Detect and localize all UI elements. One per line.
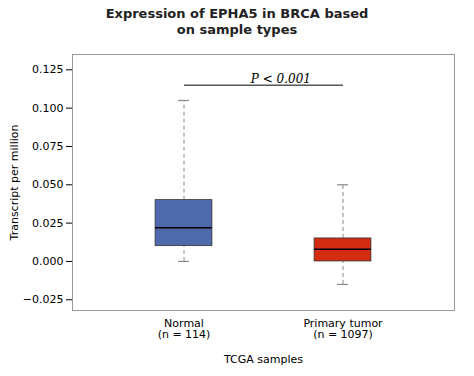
svg-text:Primary tumor(n = 1097): Primary tumor(n = 1097) (303, 317, 383, 341)
svg-text:0.125: 0.125 (32, 63, 64, 76)
svg-text:−0.025: −0.025 (23, 293, 64, 306)
svg-text:0.050: 0.050 (32, 178, 64, 191)
svg-text:0.075: 0.075 (32, 140, 64, 153)
svg-text:0.000: 0.000 (32, 255, 64, 268)
svg-text:Transcript per million: Transcript per million (8, 125, 21, 242)
svg-text:TCGA samples: TCGA samples (223, 353, 303, 366)
svg-text:Normal(n = 114): Normal(n = 114) (158, 317, 211, 341)
html-text:on sample types: on sample types (176, 22, 298, 37)
svg-text:P < 0.001: P < 0.001 (250, 72, 311, 86)
svg-text:0.025: 0.025 (32, 217, 64, 230)
html-text:Expression of EPHA5 in BRCA ba: Expression of EPHA5 in BRCA based (105, 6, 369, 21)
svg-text:0.100: 0.100 (32, 102, 64, 115)
